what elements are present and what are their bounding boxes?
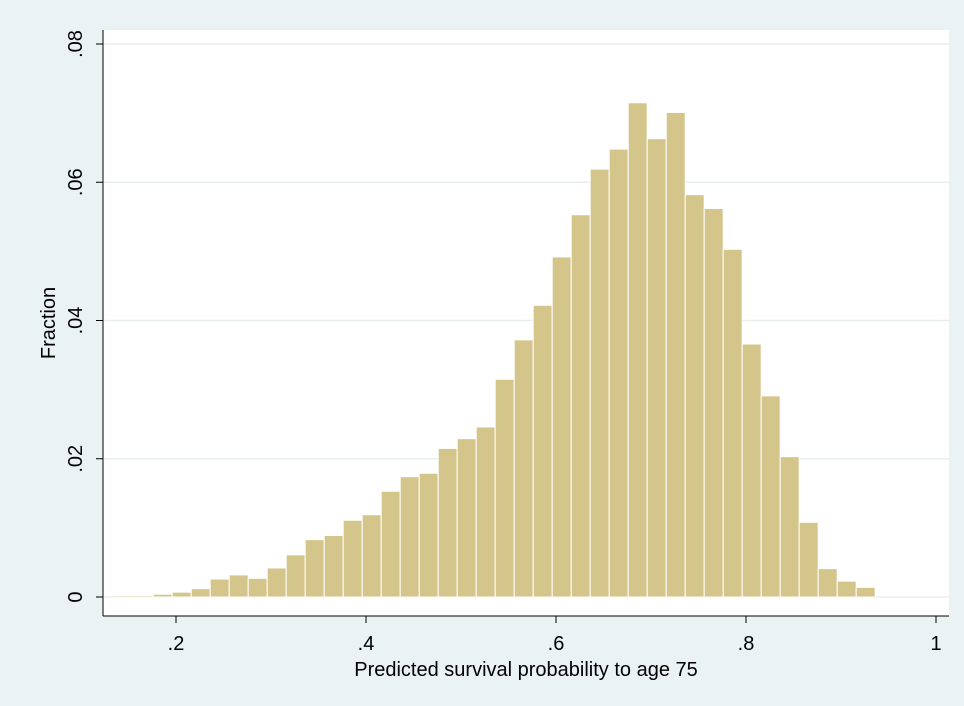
- y-tick-label: 0: [65, 591, 87, 602]
- x-tick-label: .8: [738, 633, 755, 655]
- histogram-bar: [114, 595, 135, 598]
- histogram-bar: [494, 378, 515, 598]
- histogram-bar: [608, 148, 629, 598]
- x-tick-label: .4: [358, 633, 375, 655]
- y-tick-label: .08: [65, 30, 87, 58]
- histogram-bar: [323, 534, 344, 598]
- histogram-bar: [152, 593, 173, 598]
- histogram-bar: [399, 476, 420, 598]
- histogram-bar: [342, 519, 363, 598]
- histogram-bar: [817, 568, 838, 598]
- x-axis-label: Predicted survival probability to age 75: [354, 659, 698, 681]
- histogram-bar: [361, 514, 382, 598]
- histogram-bar: [589, 168, 610, 598]
- histogram-bar: [190, 588, 211, 598]
- histogram-bar: [855, 586, 876, 598]
- histogram-bar: [228, 574, 249, 598]
- histogram-bar: [627, 102, 648, 598]
- histogram-bar: [703, 208, 724, 598]
- histogram-bar: [760, 395, 781, 598]
- histogram-bars: [114, 102, 876, 598]
- histogram-bar: [380, 490, 401, 598]
- histogram-bar: [475, 426, 496, 598]
- y-axis-ticks: 0 .02 .04 .06 .08: [65, 30, 103, 603]
- x-tick-label: .6: [548, 633, 565, 655]
- histogram-bar: [551, 256, 572, 598]
- y-tick-label: .04: [65, 307, 87, 335]
- histogram-bar: [741, 343, 762, 598]
- histogram-bar: [684, 194, 705, 598]
- histogram-bar: [456, 438, 477, 598]
- histogram-bar: [646, 138, 667, 598]
- histogram-bar: [133, 595, 154, 598]
- histogram-bar: [247, 577, 268, 598]
- histogram-bar: [722, 248, 743, 598]
- histogram-bar: [209, 578, 230, 598]
- histogram-bar: [285, 554, 306, 598]
- y-tick-label: .02: [65, 445, 87, 473]
- x-axis-ticks: .2 .4 .6 .8 1: [168, 616, 942, 655]
- histogram-bar: [798, 521, 819, 598]
- histogram-bar: [570, 214, 591, 598]
- histogram-bar: [266, 567, 287, 598]
- y-axis-label: Fraction: [38, 287, 60, 359]
- x-tick-label: 1: [930, 633, 941, 655]
- y-tick-label: .06: [65, 168, 87, 196]
- x-tick-label: .2: [168, 633, 185, 655]
- histogram-bar: [665, 111, 686, 598]
- histogram-bar: [513, 339, 534, 598]
- histogram-bar: [304, 539, 325, 598]
- histogram-bar: [418, 472, 439, 598]
- histogram-bar: [532, 304, 553, 598]
- histogram-bar: [171, 591, 192, 598]
- histogram-bar: [836, 580, 857, 598]
- histogram-bar: [779, 456, 800, 598]
- histogram-bar: [437, 447, 458, 598]
